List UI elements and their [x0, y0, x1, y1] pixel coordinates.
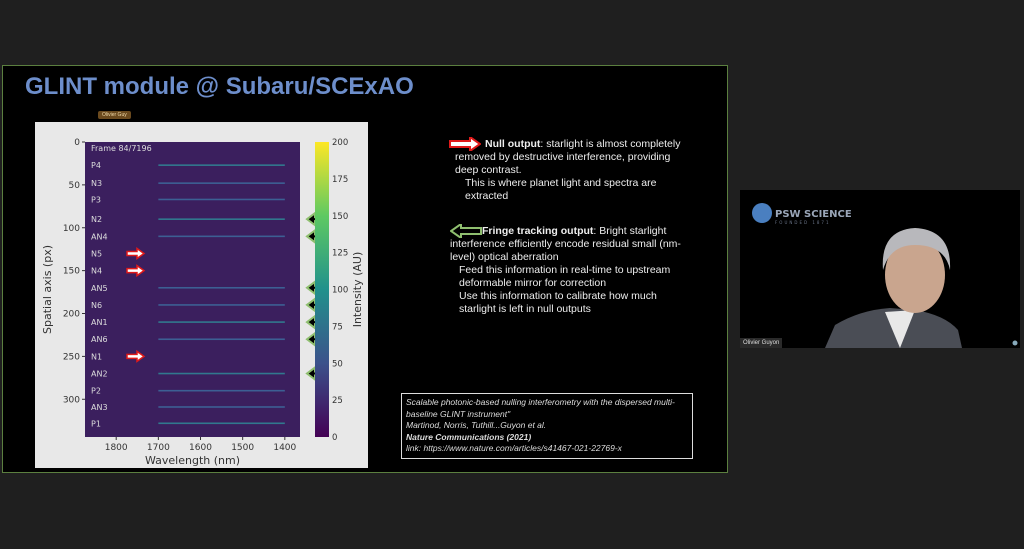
citation-link[interactable]: https://www.nature.com/articles/s41467-0…	[423, 443, 622, 453]
colorbar-tick-label: 50	[332, 359, 343, 369]
row-label: AN6	[91, 335, 108, 344]
x-tick-label: 1700	[147, 443, 170, 453]
spectrum-streak	[158, 389, 285, 392]
y-tick-label: 150	[63, 267, 80, 277]
y-tick-label: 0	[74, 138, 80, 148]
fringe-output-paragraph: Fringe tracking output: Bright starlight…	[450, 224, 695, 264]
null-output-sub: This is where planet light and spectra a…	[465, 177, 657, 202]
fringe-output-sub1: Feed this information in real-time to up…	[459, 264, 671, 289]
y-tick-label: 250	[63, 352, 80, 362]
presenter-tag: Olivier Guy	[98, 111, 131, 119]
spectrum-streak	[158, 182, 285, 184]
colorbar-tick-label: 25	[332, 396, 343, 406]
participant-name: Olivier Guyon	[740, 338, 783, 348]
participant-video-tile[interactable]: PSW SCIENCE FOUNDED 1871 Olivier Guyon	[740, 190, 1020, 348]
x-tick-label: 1500	[231, 443, 254, 453]
row-label: P1	[91, 419, 101, 428]
null-output-paragraph: Null output: starlight is almost complet…	[449, 137, 695, 177]
row-label: P4	[91, 161, 101, 170]
row-label: N6	[91, 301, 102, 310]
fringe-output-text: : Bright starlight interference efficien…	[450, 225, 681, 263]
participant-video: PSW SCIENCE FOUNDED 1871	[752, 203, 1018, 348]
spectrum-streak	[158, 338, 285, 341]
colorbar	[315, 142, 329, 437]
red-arrow-icon	[126, 264, 146, 278]
citation-link-label: link:	[406, 443, 424, 453]
citation-title: Scalable photonic-based nulling interfer…	[406, 397, 675, 419]
row-label: N1	[91, 352, 102, 361]
colorbar-tick-label: 0	[332, 433, 337, 443]
colorbar-tick-label: 125	[332, 249, 348, 259]
row-label: N4	[91, 267, 102, 276]
colorbar-tick-label: 75	[332, 322, 343, 332]
heatmap-figure: P4 N3 P3 N2 AN4 N5 N4 AN5 N6 AN1 AN6 N1 AN2 P2 AN3 P1 Fr…	[35, 122, 368, 468]
row-label: P3	[91, 195, 101, 204]
row-label: P2	[91, 387, 101, 396]
colorbar-label: Intensity (AU)	[351, 252, 364, 328]
x-tick-label: 1400	[273, 443, 296, 453]
spectrum-streak	[158, 406, 285, 408]
row-label: N5	[91, 249, 102, 258]
spectrum-streak	[158, 422, 285, 425]
mic-status-icon	[1012, 340, 1018, 346]
person-shirt	[885, 310, 915, 348]
spectrum-streak	[158, 198, 285, 201]
citation-journal: Nature Communications (2021)	[406, 431, 532, 442]
y-tick-label: 50	[69, 181, 81, 191]
heatmap-svg: P4 N3 P3 N2 AN4 N5 N4 AN5 N6 AN1 AN6 N1 AN2 P2 AN3 P1 Fr…	[41, 138, 364, 467]
colorbar-tick-label: 175	[332, 175, 348, 185]
colorbar-tick-label: 100	[332, 286, 348, 296]
row-label: AN2	[91, 370, 108, 379]
x-tick-label: 1600	[189, 443, 212, 453]
row-label: AN1	[91, 318, 108, 327]
x-axis-label: Wavelength (nm)	[145, 454, 240, 467]
fringe-output-sub2: Use this information to calibrate how mu…	[459, 290, 657, 315]
y-tick-label: 300	[63, 395, 80, 405]
red-arrow-icon	[449, 137, 481, 151]
row-label: AN3	[91, 403, 108, 412]
row-label: N2	[91, 215, 102, 224]
fringe-output-heading: Fringe tracking output	[482, 225, 594, 237]
red-arrow-icon	[126, 247, 146, 260]
logo-subtext: FOUNDED 1871	[775, 220, 831, 225]
person-hair	[882, 228, 951, 270]
spectrum-streak	[158, 286, 285, 289]
spectrum-streak	[158, 372, 285, 375]
row-label: N3	[91, 179, 102, 188]
y-axis-label: Spatial axis (px)	[41, 245, 54, 334]
logo-text: PSW SCIENCE	[775, 209, 852, 220]
colorbar-tick-label: 150	[332, 212, 348, 222]
person-face	[885, 237, 945, 313]
psw-logo-icon	[752, 203, 772, 223]
presentation-slide: GLINT module @ Subaru/SCExAO Olivier Guy…	[2, 65, 728, 473]
null-output-heading: Null output	[485, 138, 541, 150]
row-label: AN4	[91, 232, 108, 241]
slide-notes: Null output: starlight is almost complet…	[449, 137, 695, 316]
slide-title: GLINT module @ Subaru/SCExAO	[25, 73, 414, 100]
green-arrow-icon	[450, 224, 482, 238]
spectrum-streak	[158, 235, 285, 238]
red-arrow-icon	[126, 349, 146, 363]
x-tick-label: 1800	[105, 443, 128, 453]
spectrum-streak	[158, 321, 285, 323]
null-output-text: : starlight is almost completely removed…	[455, 138, 681, 176]
spectrum-streak	[158, 218, 285, 220]
frame-annotation: Frame 84/7196	[91, 144, 152, 153]
spectrum-streak	[158, 304, 285, 306]
colorbar-tick-label: 200	[332, 138, 348, 148]
citation-authors: Martinod, Norris, Tuthill...Guyon et al.	[406, 420, 547, 430]
row-label: AN5	[91, 284, 108, 293]
citation-box: Scalable photonic-based nulling interfer…	[401, 393, 693, 459]
spectrum-streak	[158, 164, 285, 166]
heatmap-background	[85, 142, 300, 437]
y-tick-label: 100	[63, 224, 80, 234]
y-tick-label: 200	[63, 310, 80, 320]
